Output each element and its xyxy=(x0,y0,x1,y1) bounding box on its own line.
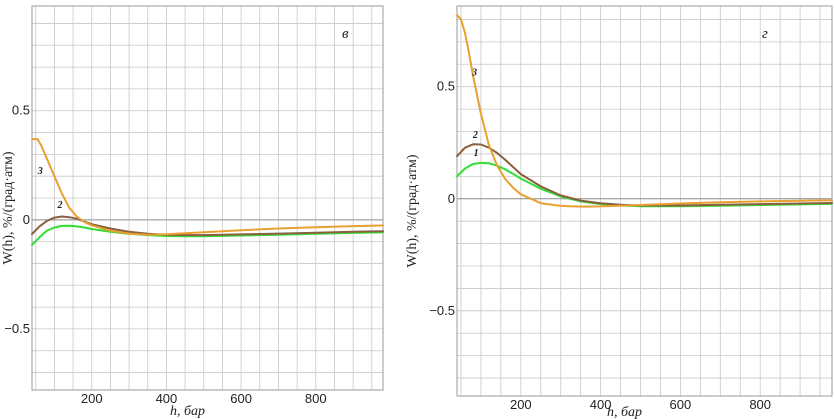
x-axis-label: h, бар xyxy=(170,404,205,419)
y-tick-label: 0.5 xyxy=(12,103,30,118)
panel-letter: г xyxy=(762,26,768,42)
curve-label-3: 3 xyxy=(471,67,477,78)
y-axis-label: W(h), %/(град·атм) xyxy=(405,154,420,267)
x-tick-label: 800 xyxy=(305,391,327,406)
chart-panel-v: 200 400 600 800 −0.5 0 0.5 h, бар W(h), %/(град·… xyxy=(1,5,384,419)
x-tick-label: 600 xyxy=(670,397,692,412)
series-line-2 xyxy=(31,215,384,237)
grid xyxy=(32,6,383,390)
chart-panel-g: 200 400 600 800 −0.5 0 0.5 h, бар W(h), %/(град·… xyxy=(405,5,833,419)
y-axis-label: W(h), %/(град·атм) xyxy=(1,151,16,264)
series-line-3 xyxy=(456,14,833,208)
curve-label-3: 3 xyxy=(37,166,43,177)
grid xyxy=(457,6,832,396)
curve-label-2: 2 xyxy=(57,200,63,211)
curve-label-1: 1 xyxy=(474,148,479,159)
x-axis-label: h, бар xyxy=(607,405,642,419)
series-line-1 xyxy=(456,161,833,208)
y-tick-label: −0.5 xyxy=(4,321,30,336)
y-tick-label: 0 xyxy=(23,212,30,227)
x-tick-label: 200 xyxy=(81,391,103,406)
panel-letter: в xyxy=(342,26,349,42)
x-tick-label: 400 xyxy=(156,391,178,406)
curve-label-2: 2 xyxy=(472,130,478,141)
x-tick-label: 600 xyxy=(230,391,252,406)
series-line-3 xyxy=(31,138,384,236)
x-tick-label: 200 xyxy=(510,397,532,412)
y-tick-label: 0.5 xyxy=(437,79,455,94)
y-tick-label: 0 xyxy=(448,191,455,206)
x-tick-label: 800 xyxy=(749,397,771,412)
plot-frame xyxy=(31,5,384,391)
series-line-2 xyxy=(456,143,833,207)
y-tick-label: −0.5 xyxy=(429,303,455,318)
x-tick-label: 400 xyxy=(590,397,612,412)
